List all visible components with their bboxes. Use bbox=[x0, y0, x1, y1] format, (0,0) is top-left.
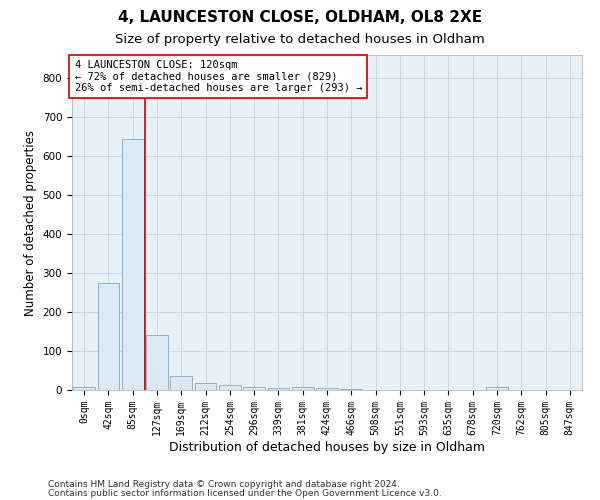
Bar bbox=[122, 139, 143, 390]
Y-axis label: Number of detached properties: Number of detached properties bbox=[24, 130, 37, 316]
Bar bbox=[194, 384, 217, 390]
Bar bbox=[219, 386, 241, 390]
Text: Contains HM Land Registry data © Crown copyright and database right 2024.: Contains HM Land Registry data © Crown c… bbox=[48, 480, 400, 489]
Bar bbox=[73, 388, 95, 390]
Bar bbox=[170, 376, 192, 390]
Text: 4, LAUNCESTON CLOSE, OLDHAM, OL8 2XE: 4, LAUNCESTON CLOSE, OLDHAM, OL8 2XE bbox=[118, 10, 482, 25]
X-axis label: Distribution of detached houses by size in Oldham: Distribution of detached houses by size … bbox=[169, 440, 485, 454]
Bar bbox=[97, 283, 119, 390]
Bar bbox=[243, 387, 265, 390]
Bar bbox=[340, 389, 362, 390]
Bar bbox=[292, 387, 314, 390]
Bar bbox=[268, 388, 289, 390]
Bar bbox=[316, 388, 338, 390]
Bar bbox=[486, 388, 508, 390]
Text: Size of property relative to detached houses in Oldham: Size of property relative to detached ho… bbox=[115, 32, 485, 46]
Text: 4 LAUNCESTON CLOSE: 120sqm
← 72% of detached houses are smaller (829)
26% of sem: 4 LAUNCESTON CLOSE: 120sqm ← 72% of deta… bbox=[74, 60, 362, 93]
Text: Contains public sector information licensed under the Open Government Licence v3: Contains public sector information licen… bbox=[48, 488, 442, 498]
Bar bbox=[146, 336, 168, 390]
